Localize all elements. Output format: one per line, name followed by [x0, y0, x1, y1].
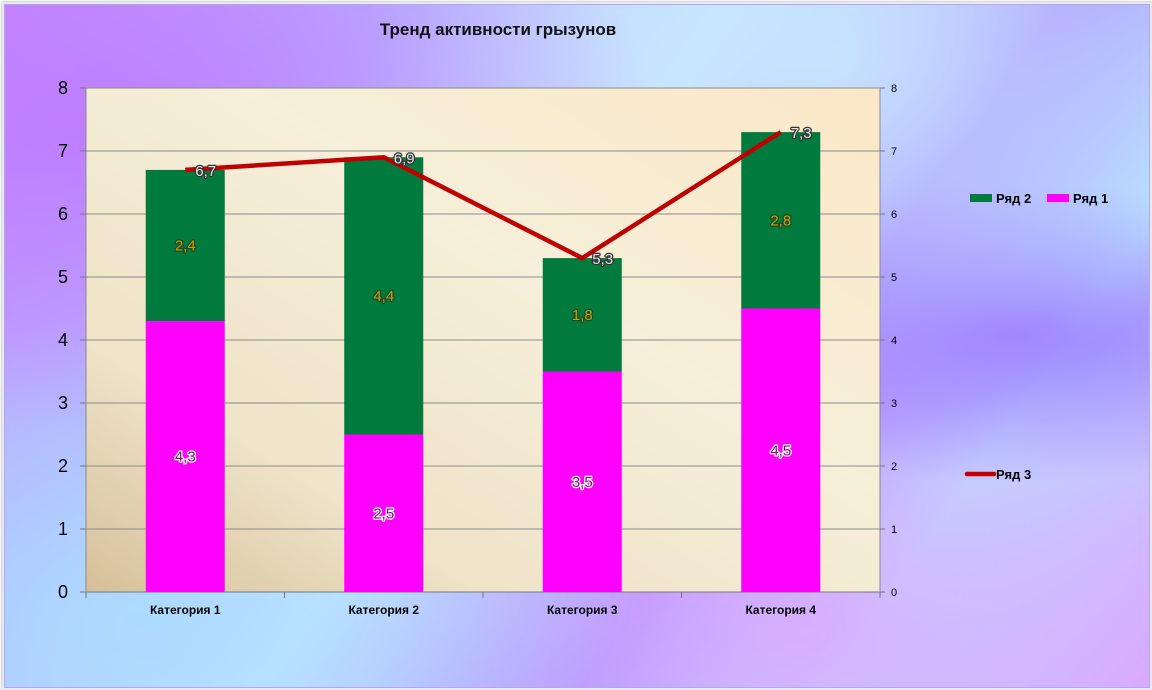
- bar-1-1: [145, 321, 225, 592]
- y2-tick-label: 8: [891, 83, 897, 95]
- category-label: Категория 4: [745, 603, 816, 617]
- data-label: 4,3: [175, 449, 196, 466]
- data-label: 4,4: [373, 288, 394, 305]
- data-label: 1,8: [572, 307, 593, 324]
- y-tick-label: 1: [58, 519, 68, 539]
- data-label: 2,4: [175, 238, 196, 255]
- chart-title: Тренд активности грызунов: [380, 20, 617, 39]
- line-data-label: 7,3: [791, 125, 812, 142]
- y-tick-label: 4: [58, 330, 68, 350]
- bar-1-2: [344, 434, 424, 592]
- legend-swatch: [970, 194, 992, 202]
- y2-tick-label: 5: [891, 272, 897, 284]
- category-label: Категория 3: [547, 603, 618, 617]
- bar-1-3: [542, 371, 622, 592]
- line-series-3: [185, 130, 782, 261]
- bar-2-3: [542, 258, 622, 372]
- data-label: 4,5: [770, 442, 791, 459]
- y-tick-label: 5: [58, 267, 68, 287]
- data-label: 2,5: [373, 505, 394, 522]
- data-label: 3,5: [572, 474, 593, 491]
- y2-tick-label: 2: [891, 461, 897, 473]
- line-data-label: 5,3: [592, 251, 613, 268]
- y-tick-label: 3: [58, 393, 68, 413]
- y-tick-label: 6: [58, 204, 68, 224]
- line-data-label: 6,9: [394, 150, 415, 167]
- bar-2-4: [741, 132, 821, 309]
- line-data-label: 6,7: [195, 163, 216, 180]
- y2-tick-label: 7: [891, 146, 897, 158]
- y2-tick-label: 4: [891, 335, 897, 347]
- y-tick-label: 2: [58, 456, 68, 476]
- legend-label: Ряд 2: [996, 191, 1031, 206]
- bar-2-1: [145, 169, 225, 322]
- y2-tick-label: 0: [891, 587, 897, 599]
- legend-swatch: [1047, 194, 1069, 202]
- legend-label: Ряд 1: [1073, 191, 1108, 206]
- y-tick-label: 7: [58, 141, 68, 161]
- category-label: Категория 2: [348, 603, 419, 617]
- bar-1-4: [741, 308, 821, 592]
- y2-tick-label: 3: [891, 398, 897, 410]
- y2-tick-label: 6: [891, 209, 897, 221]
- legend-label: Ряд 3: [996, 467, 1031, 482]
- y-tick-label: 0: [58, 582, 68, 602]
- bar-2-2: [344, 157, 424, 435]
- y2-tick-label: 1: [891, 524, 897, 536]
- data-label: 2,8: [770, 212, 791, 229]
- category-label: Категория 1: [150, 603, 221, 617]
- y-tick-label: 8: [58, 78, 68, 98]
